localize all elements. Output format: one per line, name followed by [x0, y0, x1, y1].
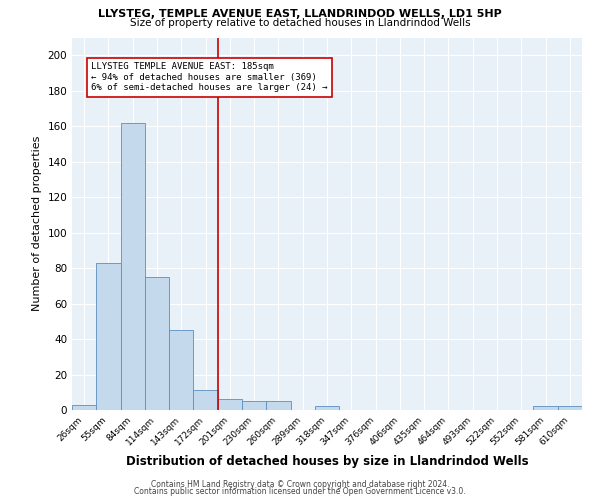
Text: Contains public sector information licensed under the Open Government Licence v3: Contains public sector information licen…	[134, 487, 466, 496]
Bar	[96, 263, 121, 410]
Bar	[533, 406, 558, 410]
Bar	[242, 401, 266, 410]
Text: LLYSTEG TEMPLE AVENUE EAST: 185sqm
← 94% of detached houses are smaller (369)
6%: LLYSTEG TEMPLE AVENUE EAST: 185sqm ← 94%…	[91, 62, 328, 92]
Bar	[315, 406, 339, 410]
Bar	[558, 406, 582, 410]
Bar	[121, 122, 145, 410]
Bar	[169, 330, 193, 410]
Bar	[145, 277, 169, 410]
Y-axis label: Number of detached properties: Number of detached properties	[32, 136, 42, 312]
Bar	[193, 390, 218, 410]
Text: Size of property relative to detached houses in Llandrindod Wells: Size of property relative to detached ho…	[130, 18, 470, 28]
Bar	[218, 400, 242, 410]
X-axis label: Distribution of detached houses by size in Llandrindod Wells: Distribution of detached houses by size …	[125, 456, 529, 468]
Text: LLYSTEG, TEMPLE AVENUE EAST, LLANDRINDOD WELLS, LD1 5HP: LLYSTEG, TEMPLE AVENUE EAST, LLANDRINDOD…	[98, 9, 502, 19]
Bar	[72, 404, 96, 410]
Bar	[266, 401, 290, 410]
Text: Contains HM Land Registry data © Crown copyright and database right 2024.: Contains HM Land Registry data © Crown c…	[151, 480, 449, 489]
